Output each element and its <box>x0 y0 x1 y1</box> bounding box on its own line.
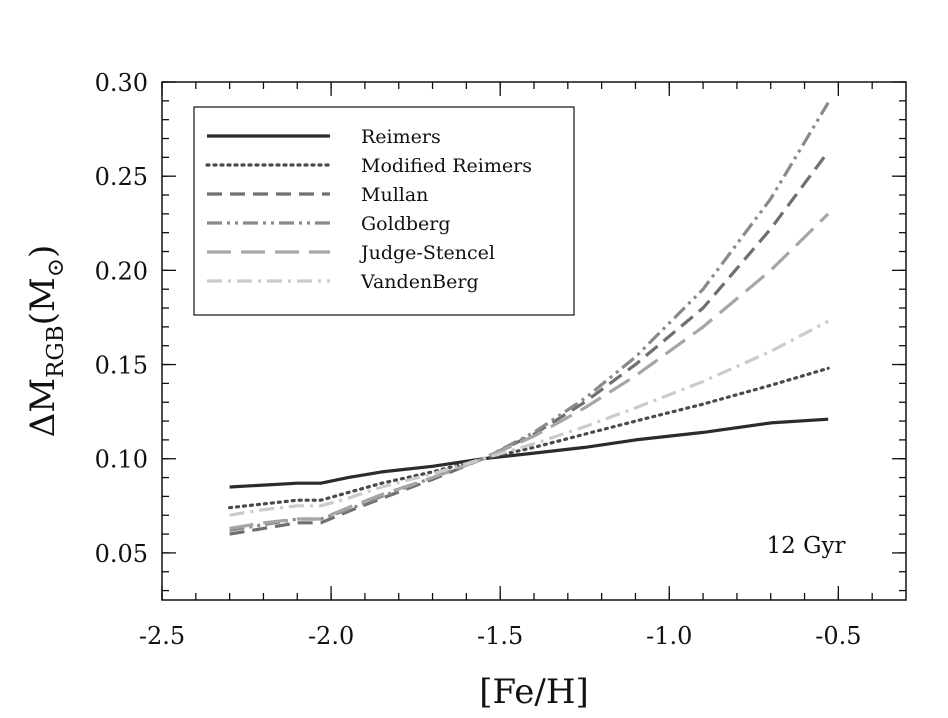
x-tick-label: -1.5 <box>477 622 523 650</box>
y-axis-label-unit-close: ) <box>23 245 63 258</box>
age-annotation: 12 Gyr <box>767 533 846 559</box>
y-tick-label: 0.05 <box>95 540 148 568</box>
y-axis-label: ΔMRGB(M⊙) <box>23 245 69 438</box>
x-tick-label: -2.0 <box>308 622 354 650</box>
x-axis-label: [Fe/H] <box>479 672 589 712</box>
x-tick-label: -2.5 <box>139 622 185 650</box>
y-tick-label: 0.10 <box>95 446 148 474</box>
y-axis-label-prefix: ΔM <box>23 378 63 437</box>
legend-items: Reimers Modified Reimers Mullan Goldberg Jud… <box>205 126 532 293</box>
series-line-modified-reimers <box>228 366 830 510</box>
legend-label: Mullan <box>361 184 428 206</box>
legend-label: Reimers <box>361 126 441 148</box>
y-tick-label: 0.25 <box>95 163 148 191</box>
series-line-vandenberg <box>229 319 829 517</box>
series-line-judge-stencel <box>229 212 830 530</box>
series-layer <box>228 101 830 536</box>
x-tick-label: -0.5 <box>815 622 861 650</box>
y-axis-label-subscript: RGB <box>43 325 69 378</box>
legend-label: VandenBerg <box>360 271 479 293</box>
series-line-reimers <box>229 417 829 489</box>
x-tick-label: -1.0 <box>646 622 692 650</box>
y-tick-label: 0.30 <box>95 69 148 97</box>
legend-label: Modified Reimers <box>361 155 532 177</box>
y-axis-label-unit-open: (M <box>23 277 63 325</box>
ticks-layer: -2.5 -2.0 -1.5 -1.0 -0.5 0.05 0.10 0.15 0.20 0.25… <box>95 69 906 650</box>
y-axis-label-unit-subscript: ⊙ <box>43 258 69 277</box>
legend-label: Goldberg <box>361 213 451 235</box>
y-tick-label: 0.15 <box>95 352 148 380</box>
legend-label: Judge-Stencel <box>359 242 495 264</box>
legend-box <box>193 106 575 316</box>
y-tick-label: 0.20 <box>95 257 148 285</box>
legend: Reimers Modified Reimers Mullan Goldberg Jud… <box>193 106 575 316</box>
